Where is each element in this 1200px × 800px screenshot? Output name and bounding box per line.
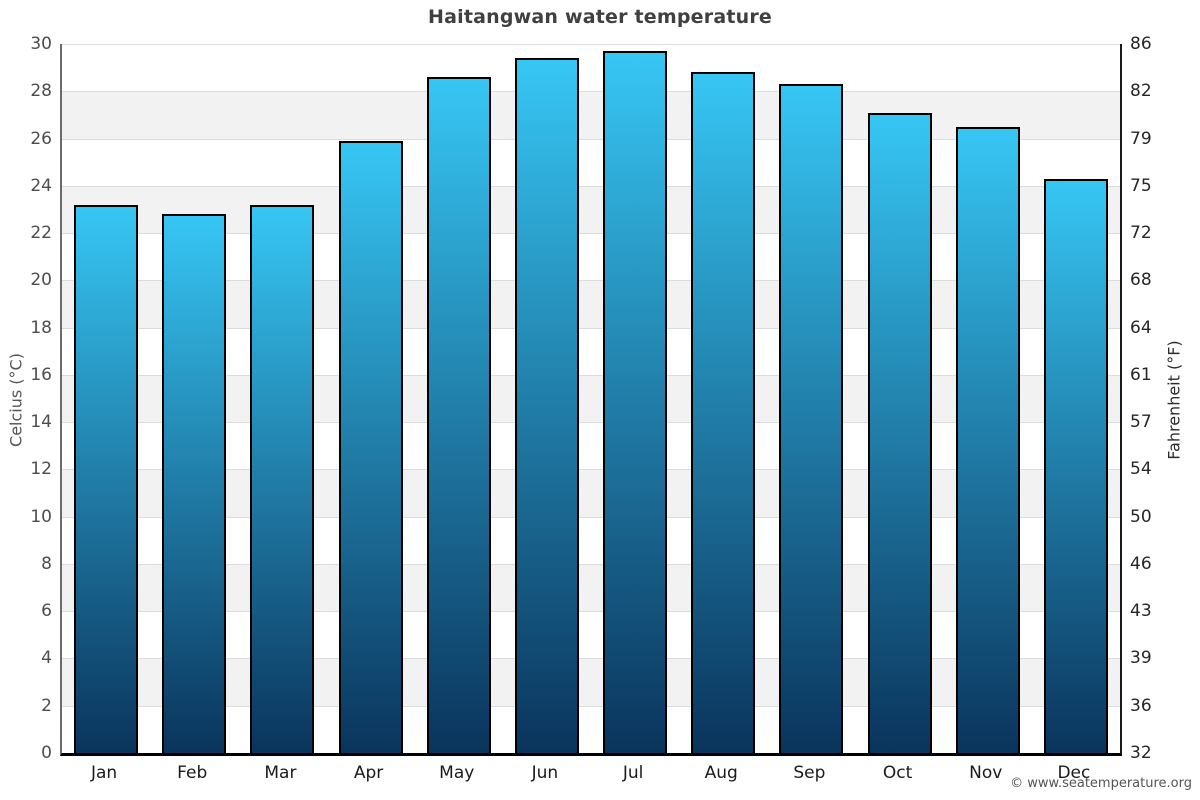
background-stripe [62,563,1120,612]
background-stripe [62,658,1120,706]
bar-oct [867,112,932,753]
celsius-tick-30: 30 [30,34,52,54]
month-label-apr: Apr [353,763,384,783]
background-stripe [62,280,1120,328]
gridline-18c [62,327,1120,329]
celsius-tick-26: 26 [30,128,52,149]
celsius-tick-10: 10 [30,506,52,527]
bar-feb [162,214,227,753]
bar-dec [1043,178,1108,753]
gridline-28c [62,91,1120,93]
gridline-24c [62,185,1120,187]
month-label-aug: Aug [704,763,738,783]
bar-may [426,77,491,753]
celsius-tick-18: 18 [30,317,52,338]
bar-jul [603,51,668,753]
celsius-tick-14: 14 [30,412,52,433]
month-label-feb: Feb [177,763,208,783]
gridline-14c [62,422,1120,424]
fahrenheit-tick-82: 82 [1130,81,1152,102]
fahrenheit-tick-64: 64 [1130,317,1152,338]
bar-sep [779,84,844,753]
gridline-16c [62,374,1120,376]
background-stripe [62,374,1120,423]
background-stripe [62,44,1120,91]
month-label-jan: Jan [90,763,118,783]
celsius-tick-12: 12 [30,459,52,480]
celsius-tick-0: 0 [41,743,52,763]
celsius-tick-22: 22 [30,223,52,244]
gridline-8c [62,563,1120,565]
background-stripe [62,469,1120,517]
gridline-2c [62,705,1120,707]
gridline-12c [62,469,1120,471]
gridline-4c [62,658,1120,660]
bar-nov [955,126,1020,753]
celsius-tick-2: 2 [41,695,52,716]
celsius-tick-20: 20 [30,270,52,291]
fahrenheit-tick-32: 32 [1130,743,1152,763]
fahrenheit-tick-43: 43 [1130,601,1152,622]
y-axis-label-fahrenheit: Fahrenheit (°F) [1164,340,1184,460]
gridline-6c [62,611,1120,613]
plot-area [60,44,1122,756]
fahrenheit-tick-36: 36 [1130,695,1152,716]
gridline-10c [62,516,1120,518]
month-label-dec: Dec [1057,763,1091,783]
celsius-tick-4: 4 [41,648,52,669]
bar-aug [691,72,756,753]
fahrenheit-tick-54: 54 [1130,459,1152,480]
month-label-jul: Jul [622,763,644,783]
fahrenheit-tick-86: 86 [1130,34,1152,54]
fahrenheit-tick-72: 72 [1130,223,1152,244]
celsius-tick-8: 8 [41,553,52,574]
chart-title: Haitangwan water temperature [427,6,773,28]
month-label-oct: Oct [882,763,913,783]
fahrenheit-tick-79: 79 [1130,128,1152,149]
bar-apr [338,140,403,753]
background-stripe [62,91,1120,139]
fahrenheit-tick-68: 68 [1130,270,1152,291]
celsius-tick-6: 6 [41,601,52,622]
fahrenheit-tick-75: 75 [1130,175,1152,196]
celsius-tick-24: 24 [30,175,52,196]
month-label-may: May [439,763,475,783]
month-label-jun: Jun [531,763,559,783]
bar-jan [74,204,139,753]
month-label-mar: Mar [264,763,297,783]
celsius-tick-16: 16 [30,364,52,385]
celsius-tick-28: 28 [30,81,52,102]
gridline-20c [62,280,1120,282]
gridline-22c [62,233,1120,235]
fahrenheit-tick-50: 50 [1130,506,1152,527]
fahrenheit-tick-61: 61 [1130,364,1152,385]
copyright-watermark: © www.seatemperature.org [1010,776,1192,791]
fahrenheit-tick-46: 46 [1130,553,1152,574]
fahrenheit-tick-57: 57 [1130,412,1152,433]
month-label-nov: Nov [969,763,1003,783]
gridline-26c [62,138,1120,140]
bar-jun [514,58,579,753]
gridline-30c [62,44,1120,45]
background-stripe [62,185,1120,234]
fahrenheit-tick-39: 39 [1130,648,1152,669]
month-label-sep: Sep [793,763,826,783]
bar-mar [250,204,315,753]
